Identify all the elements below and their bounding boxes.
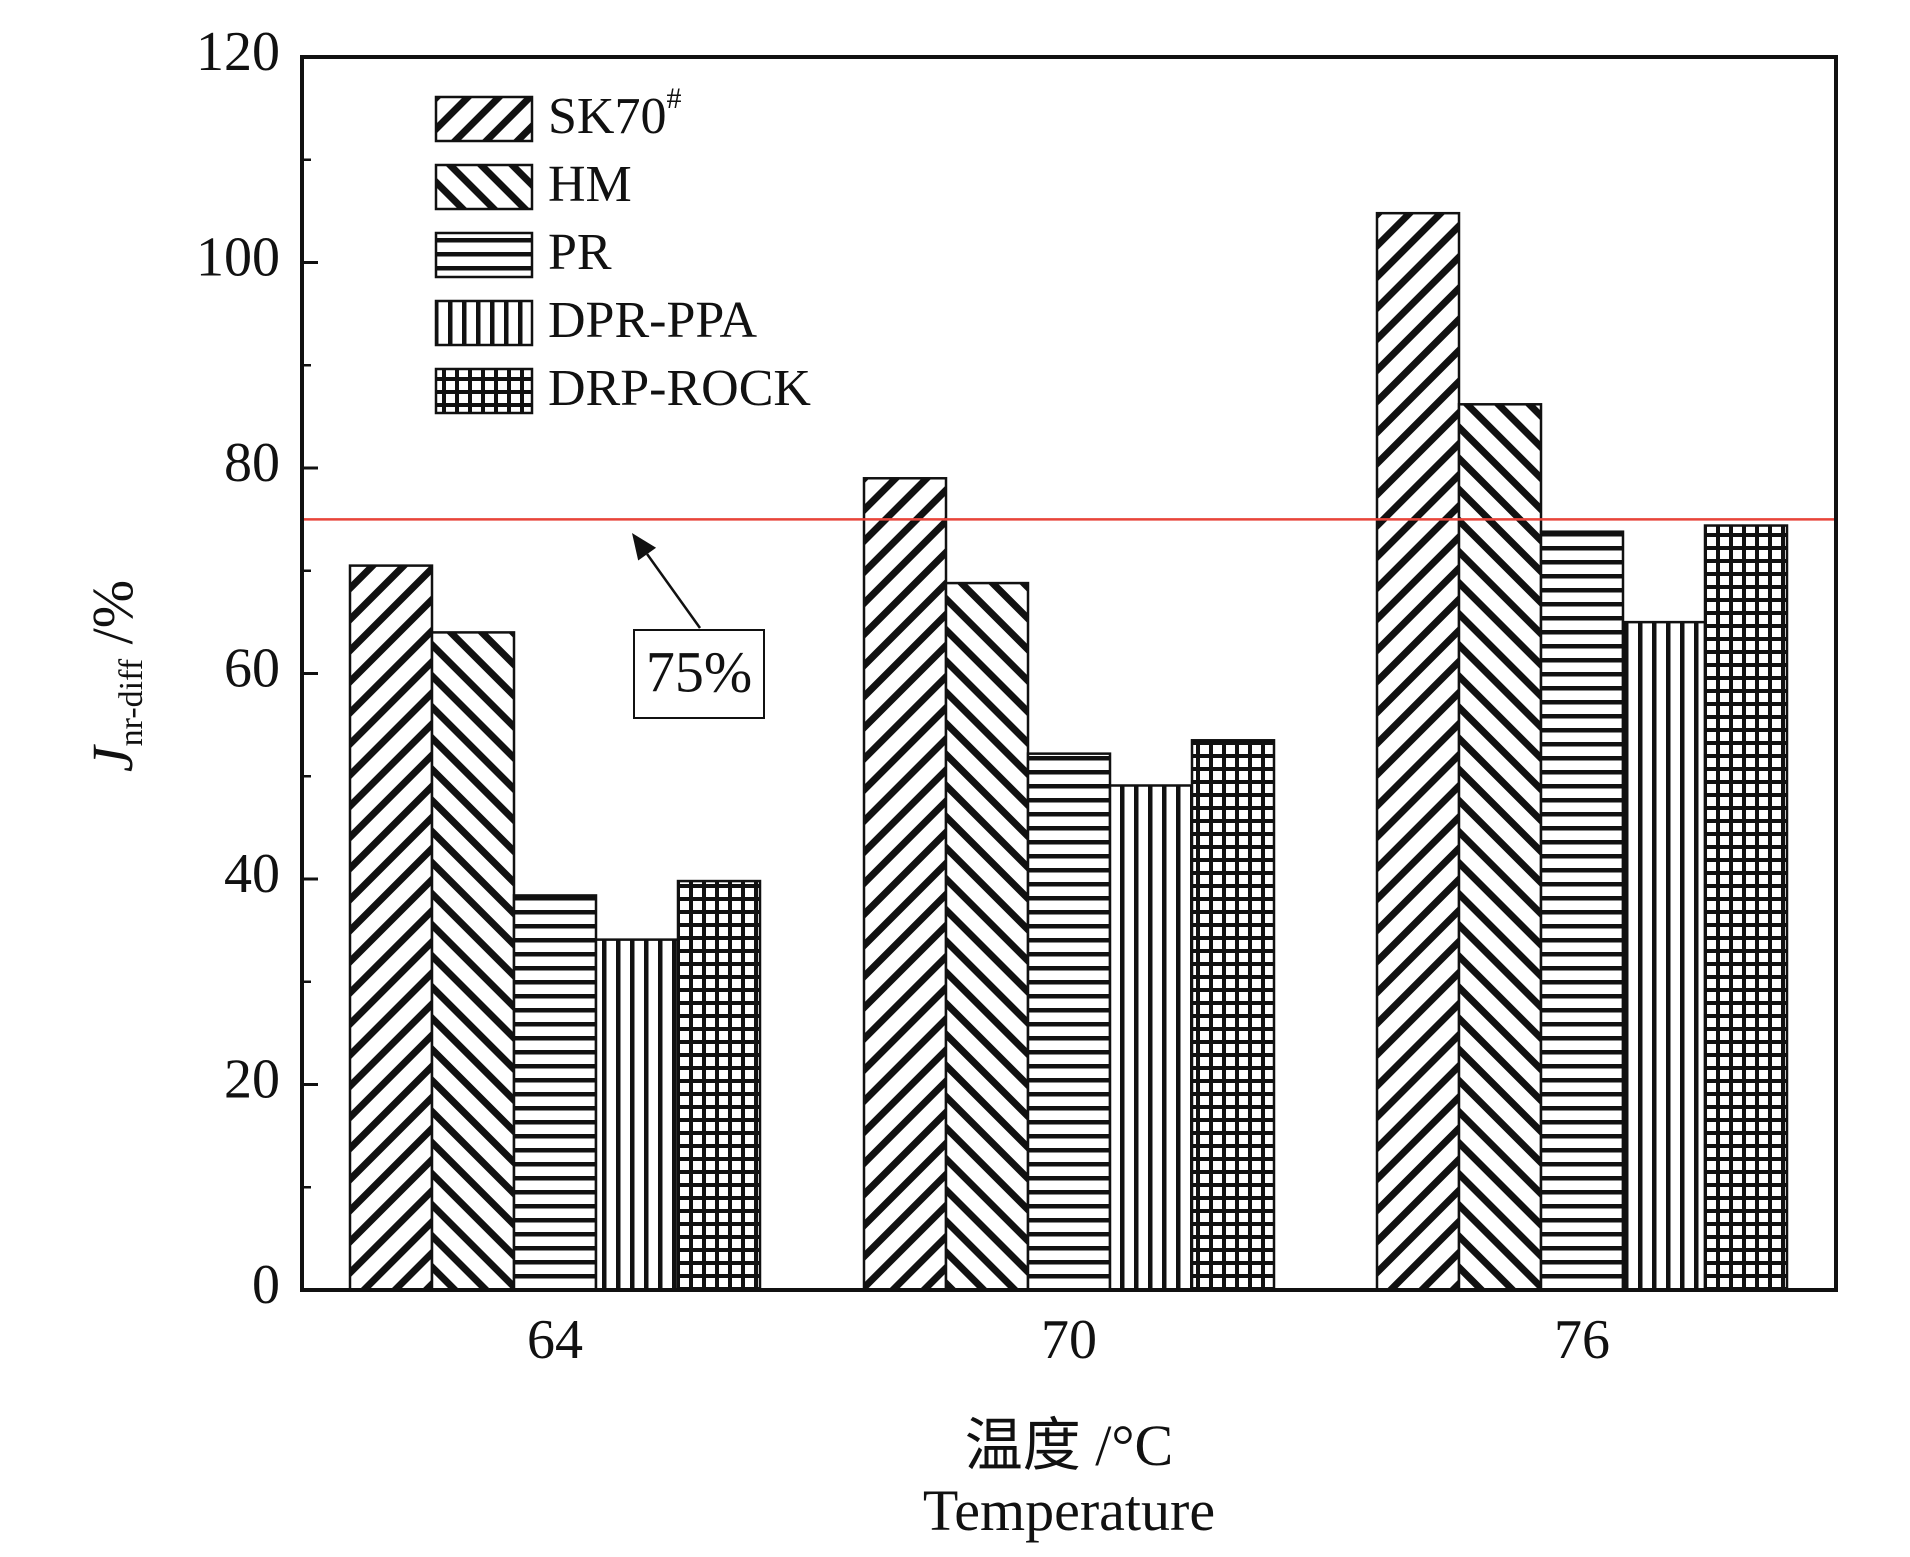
y-axis-title-main: J (80, 743, 145, 772)
legend-swatch-sk70 (434, 95, 534, 143)
bar-drp-rock-76 (1703, 524, 1789, 1292)
y-tick-label: 100 (196, 226, 280, 288)
bars-group (348, 211, 1789, 1292)
y-tick-label: 0 (252, 1254, 280, 1316)
bar-drp-rock-64 (676, 879, 762, 1292)
annotation-label: 75% (646, 639, 752, 704)
y-axis-title-subscript: nr-diff (113, 658, 150, 746)
annotation-box (633, 629, 765, 719)
y-tick-label: 120 (196, 21, 280, 83)
legend-label-dpr-ppa: DPR-PPA (548, 292, 758, 349)
annotation-arrow (646, 553, 702, 629)
y-axis-title-unit: /% (80, 580, 145, 659)
bar-sk70-76 (1375, 211, 1461, 1292)
legend-label-hm: HM (548, 156, 632, 213)
annotation-arrow-head (632, 533, 657, 561)
bar-hm-64 (430, 631, 516, 1292)
x-tick-label: 64 (527, 1309, 583, 1371)
bar-sk70-70 (862, 477, 948, 1292)
bar-drp-rock-70 (1190, 739, 1276, 1292)
x-axis-title-english: Temperature (923, 1478, 1215, 1543)
legend-swatch-hm (434, 163, 534, 211)
legend: SK70# HM PR DPR-PPA DRP-ROCK (434, 82, 811, 417)
legend-label-drp-rock: DRP-ROCK (548, 360, 811, 417)
y-tick-label: 80 (224, 432, 280, 494)
bar-sk70-64 (348, 564, 434, 1292)
reference-annotation: 75% (632, 533, 765, 719)
x-axis: 64 70 76 (527, 1309, 1610, 1371)
bar-pr-70 (1026, 752, 1112, 1292)
bar-dpr-ppa-64 (594, 938, 680, 1292)
x-axis-title: 温度 /°C (965, 1413, 1174, 1478)
legend-label-sk70: SK70# (548, 82, 681, 145)
bar-pr-64 (512, 894, 598, 1292)
bar-dpr-ppa-70 (1108, 784, 1194, 1292)
y-tick-label: 40 (224, 843, 280, 905)
legend-label-pr: PR (548, 224, 612, 281)
y-tick-label: 60 (224, 637, 280, 699)
bar-hm-70 (944, 581, 1030, 1292)
bar-hm-76 (1457, 403, 1543, 1292)
legend-swatch-dpr-ppa (434, 299, 534, 347)
x-tick-label: 76 (1554, 1309, 1610, 1371)
legend-swatch-drp-rock (434, 367, 534, 415)
y-axis-title: Jnr-diff /% (80, 580, 150, 772)
y-tick-label: 20 (224, 1048, 280, 1110)
y-axis: 0 20 40 60 80 100 120 (196, 21, 318, 1316)
bar-dpr-ppa-76 (1621, 620, 1707, 1292)
bar-pr-76 (1539, 530, 1625, 1292)
legend-swatch-pr (434, 231, 534, 279)
x-tick-label: 70 (1041, 1309, 1097, 1371)
